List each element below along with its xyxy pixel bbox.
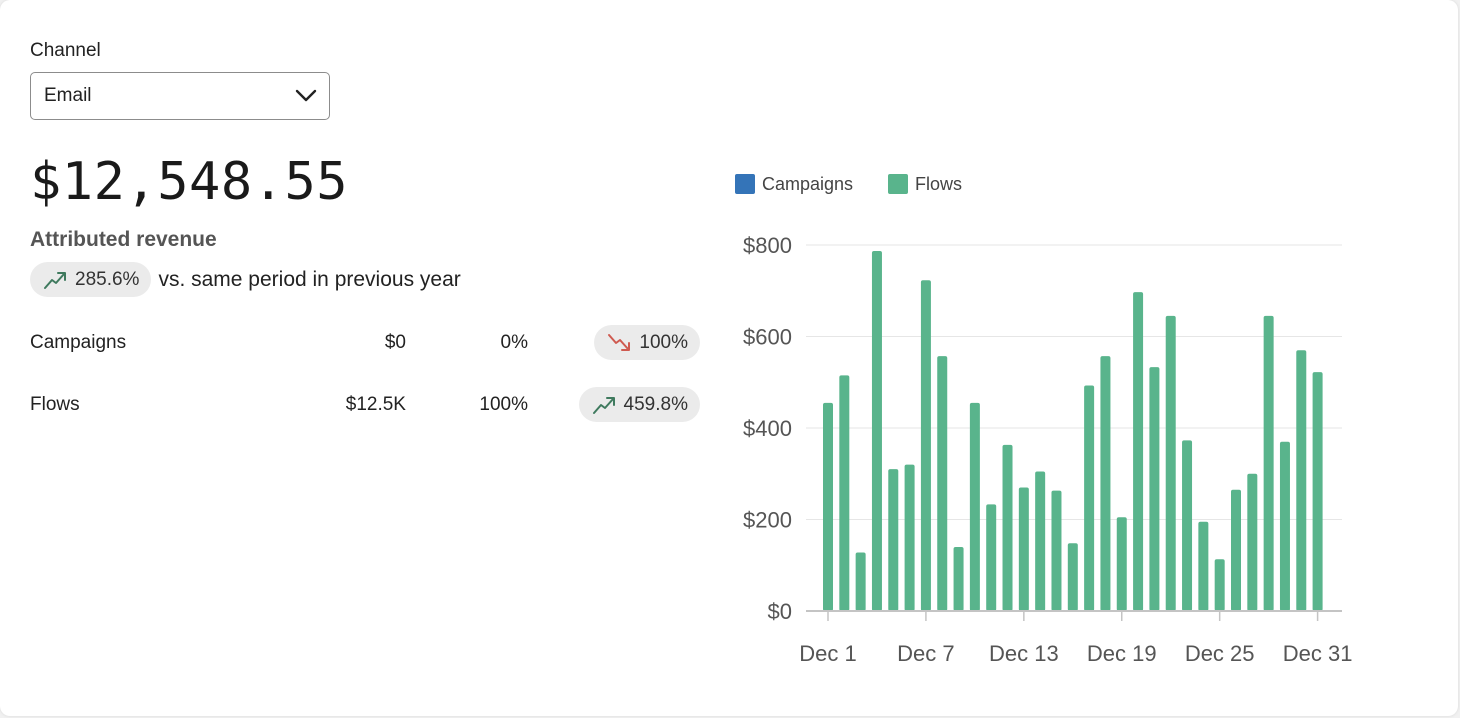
change-value: 285.6% xyxy=(75,268,140,290)
total-revenue-amount: $12,548.55 xyxy=(30,152,349,212)
bar-flows xyxy=(1263,315,1274,611)
breakdown-amount: $0 xyxy=(384,332,406,353)
breakdown-name: Campaigns xyxy=(30,332,127,353)
bar-flows xyxy=(1018,487,1029,611)
bar-flows xyxy=(969,402,980,611)
bar-flows xyxy=(1165,315,1176,611)
bar-flows xyxy=(1116,517,1127,611)
bar-flows xyxy=(1214,559,1225,611)
bar-flows xyxy=(855,552,866,611)
legend-swatch-campaigns xyxy=(735,174,755,194)
channel-label: Channel xyxy=(30,40,101,61)
bar-flows xyxy=(1084,385,1095,611)
y-tick-label: $800 xyxy=(743,233,792,258)
trend-up-icon xyxy=(592,396,615,414)
x-tick-label: Dec 7 xyxy=(897,641,954,666)
bar-flows xyxy=(904,464,915,611)
bar-flows xyxy=(888,469,899,611)
breakdown-amount: $12.5K xyxy=(345,394,406,415)
bar-flows xyxy=(1312,372,1323,611)
bar-flows xyxy=(839,375,850,611)
breakdown-share: 100% xyxy=(479,394,528,415)
attributed-revenue-label: Attributed revenue xyxy=(30,228,217,251)
bar-flows xyxy=(1279,441,1290,611)
bar-flows xyxy=(1035,471,1046,611)
bar-flows xyxy=(1100,356,1111,611)
y-tick-label: $600 xyxy=(743,325,792,350)
bar-flows xyxy=(1231,489,1241,611)
x-tick-label: Dec 19 xyxy=(1087,641,1157,666)
year-over-year-change: 285.6% vs. same period in previous year xyxy=(30,262,461,297)
breakdown-change: 100% xyxy=(639,331,688,353)
channel-select-value: Email xyxy=(44,85,92,106)
y-tick-label: $0 xyxy=(768,599,792,624)
comparison-text: vs. same period in previous year xyxy=(158,267,461,291)
bar-flows xyxy=(1296,350,1307,611)
bar-flows xyxy=(1247,473,1258,611)
x-tick-label: Dec 1 xyxy=(799,641,856,666)
legend-label-campaigns: Campaigns xyxy=(762,174,853,194)
x-tick-label: Dec 25 xyxy=(1185,641,1255,666)
channel-select[interactable]: Email xyxy=(30,72,330,120)
breakdown-name: Flows xyxy=(30,394,80,415)
bar-flows xyxy=(871,250,882,611)
chevron-down-icon xyxy=(295,89,317,102)
x-tick-label: Dec 13 xyxy=(989,641,1059,666)
bar-flows xyxy=(986,504,997,611)
bar-flows xyxy=(920,280,931,611)
chart-svg: Campaigns Flows $0 $200 $400 $600 $800 Dec 1 Dec… xyxy=(735,174,1353,666)
bar-flows xyxy=(823,402,833,611)
breakdown-row-campaigns: Campaigns $0 0% 100% xyxy=(30,325,700,361)
breakdown-change-badge: 100% xyxy=(594,325,700,360)
y-tick-label: $400 xyxy=(743,416,792,441)
bar-flows xyxy=(1182,440,1193,611)
bar-flows xyxy=(1133,292,1144,611)
bar-flows xyxy=(953,546,964,611)
bar-flows xyxy=(1149,367,1160,611)
trend-up-icon xyxy=(44,271,66,289)
trend-down-icon xyxy=(608,333,631,351)
legend-swatch-flows xyxy=(888,174,908,194)
bar-flows xyxy=(1198,521,1209,611)
breakdown-share: 0% xyxy=(500,332,528,353)
breakdown-change-badge: 459.8% xyxy=(578,387,700,422)
bar-flows xyxy=(1002,444,1013,611)
y-tick-label: $200 xyxy=(743,508,792,533)
bar-flows xyxy=(1051,490,1062,611)
breakdown-change: 459.8% xyxy=(623,393,688,415)
change-badge: 285.6% xyxy=(30,262,152,297)
bar-flows xyxy=(937,356,948,611)
revenue-bar-chart: Campaigns Flows $0 $200 $400 $600 $800 Dec 1 Dec… xyxy=(700,150,1400,680)
bar-flows xyxy=(1067,543,1078,611)
x-tick-label: Dec 31 xyxy=(1283,641,1353,666)
breakdown-row-flows: Flows $12.5K 100% 459.8% xyxy=(30,387,700,423)
legend-label-flows: Flows xyxy=(915,174,962,194)
